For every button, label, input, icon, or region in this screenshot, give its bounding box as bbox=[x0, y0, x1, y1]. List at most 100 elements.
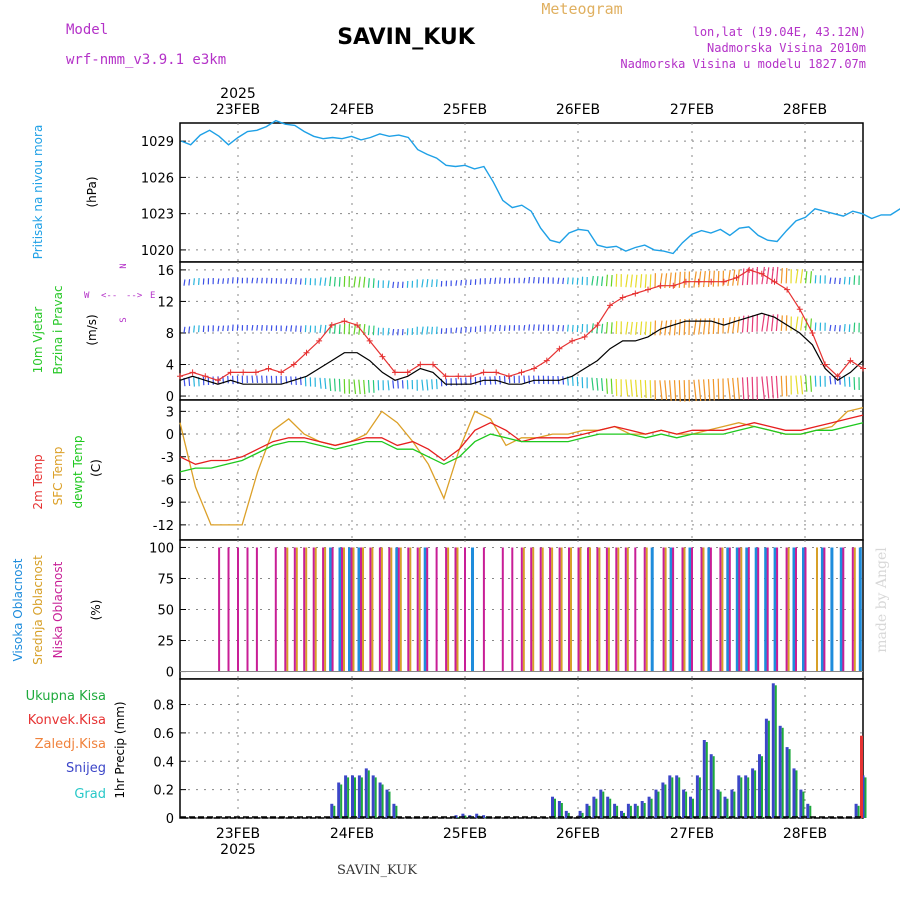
top-day-label: 26FEB bbox=[556, 102, 600, 118]
wind-barb bbox=[392, 329, 395, 336]
wind-barb bbox=[499, 277, 501, 284]
wind-barb bbox=[222, 325, 225, 332]
wind-barb bbox=[198, 277, 200, 285]
wind-barb bbox=[814, 375, 817, 387]
total-precip-bar bbox=[781, 727, 784, 818]
snow-bar bbox=[675, 775, 679, 818]
wind-barb bbox=[703, 271, 706, 288]
wind-barb bbox=[489, 325, 492, 332]
temp2m-legend: 2m Temp bbox=[31, 454, 45, 509]
wind-barb bbox=[489, 277, 492, 285]
total-precip-bar bbox=[857, 805, 860, 818]
bottom-year-label: 2025 bbox=[220, 842, 256, 858]
gust-marker bbox=[379, 353, 386, 360]
y-tick-label: 0.2 bbox=[153, 784, 174, 799]
total-precip-bar bbox=[747, 777, 750, 818]
wind-barb bbox=[630, 379, 633, 397]
snow-bar bbox=[702, 740, 706, 818]
wind-barb bbox=[834, 325, 837, 332]
wind-barb bbox=[557, 324, 560, 332]
snow-bar bbox=[751, 768, 755, 818]
bottom-day-label: 24FEB bbox=[330, 826, 374, 842]
y-tick-label: -12 bbox=[153, 519, 174, 534]
wind-barb bbox=[338, 378, 341, 392]
wind-barb bbox=[673, 319, 677, 336]
wind-barb bbox=[644, 321, 647, 336]
low-cloud-legend: Niska Oblacnost bbox=[51, 561, 65, 658]
top-day-label: 27FEB bbox=[670, 102, 714, 118]
gust-marker bbox=[720, 278, 727, 285]
model-label: Model bbox=[66, 22, 108, 38]
wind-barb bbox=[644, 274, 647, 288]
wind-barb bbox=[397, 281, 399, 289]
wind-barb bbox=[256, 375, 259, 383]
gust-marker bbox=[392, 369, 398, 376]
wind-barb bbox=[387, 380, 390, 391]
gust-marker bbox=[594, 322, 601, 329]
snow-bar bbox=[854, 803, 858, 818]
gust-marker bbox=[645, 286, 651, 293]
wind-barb bbox=[426, 279, 429, 288]
wind-barb bbox=[523, 375, 526, 383]
wind-barb bbox=[397, 329, 399, 336]
gust-marker bbox=[860, 365, 866, 372]
wind-barb bbox=[571, 376, 574, 386]
gust-marker bbox=[758, 270, 765, 277]
snow-bar bbox=[668, 775, 672, 818]
wind-barb bbox=[751, 315, 754, 333]
dewpoint-line bbox=[179, 422, 864, 473]
top-date-axis: 23FEB 24FEB 25FEB 26FEB 27FEB 28FEB bbox=[216, 102, 827, 118]
wind-barb bbox=[800, 375, 804, 395]
wind-barb bbox=[528, 277, 531, 284]
wind-barb bbox=[188, 377, 191, 386]
wind-barb bbox=[571, 277, 574, 285]
wind-barb bbox=[503, 277, 506, 284]
wind-barb bbox=[324, 378, 327, 390]
snow-bar bbox=[357, 775, 361, 818]
wind-barb bbox=[741, 268, 745, 286]
gust-marker bbox=[607, 302, 613, 309]
wind-barbs-mid bbox=[183, 314, 860, 336]
wind-barb bbox=[605, 378, 608, 394]
y-tick-label: 0 bbox=[166, 390, 174, 405]
y-tick-label: 1026 bbox=[141, 171, 174, 186]
wind-barb bbox=[703, 379, 706, 401]
wind-barb bbox=[465, 326, 467, 333]
wind-barb bbox=[528, 375, 531, 384]
wind-barb bbox=[853, 275, 856, 285]
wind-barb bbox=[367, 379, 370, 393]
wind-barb bbox=[333, 324, 336, 334]
compass-s: S bbox=[119, 317, 129, 322]
total-precip-bar bbox=[609, 798, 612, 818]
total-precip-bar bbox=[726, 798, 729, 818]
snow-bar bbox=[689, 796, 692, 818]
y-tick-label: -3 bbox=[161, 451, 174, 466]
wind-barb bbox=[727, 317, 731, 334]
wind-barb bbox=[290, 277, 293, 285]
wind-barb bbox=[227, 375, 229, 384]
wind-barb bbox=[285, 278, 288, 284]
wind-barb bbox=[353, 379, 357, 394]
total-precip-bar bbox=[347, 777, 350, 818]
y-tick-label: 0.4 bbox=[153, 755, 174, 770]
wind-barb bbox=[829, 277, 832, 284]
snow-bar bbox=[647, 796, 651, 818]
wind-barb bbox=[839, 277, 841, 285]
wind-barb bbox=[761, 376, 765, 400]
total-precip-bar bbox=[629, 805, 632, 818]
wind-barb bbox=[503, 325, 506, 331]
wind-barb bbox=[795, 269, 799, 284]
gust-marker bbox=[214, 377, 221, 384]
wind-barb bbox=[251, 325, 254, 331]
total-precip-bar bbox=[705, 742, 708, 818]
wind-barb bbox=[469, 326, 472, 333]
wind-barb bbox=[290, 325, 293, 332]
compass-w: W bbox=[84, 291, 90, 301]
total-precip-bar bbox=[754, 770, 757, 818]
wind-barb bbox=[809, 271, 812, 284]
wind-barb bbox=[261, 325, 263, 331]
total-precip-bar bbox=[616, 805, 619, 818]
wind-panel: 0 4 8 12 16 bbox=[157, 261, 864, 405]
total-precip-bar bbox=[595, 798, 598, 818]
wind-barb bbox=[712, 317, 715, 335]
